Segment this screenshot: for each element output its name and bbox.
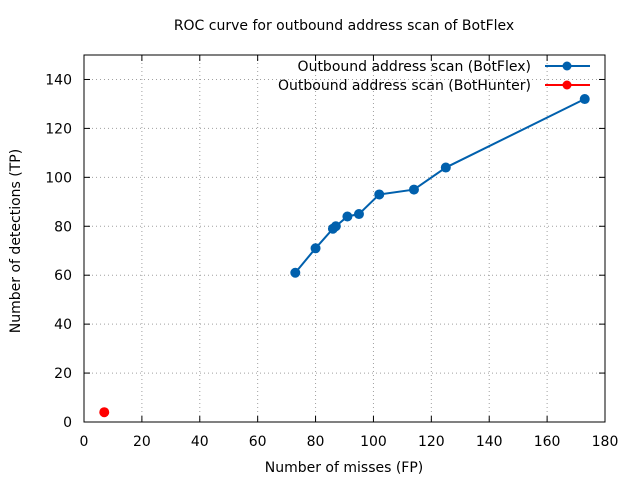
chart-title: ROC curve for outbound address scan of B… — [174, 18, 514, 34]
y-tick-label: 40 — [54, 317, 72, 333]
data-point — [290, 267, 301, 278]
y-tick-label: 140 — [45, 72, 72, 88]
data-point — [342, 211, 353, 222]
y-tick-label: 100 — [45, 170, 72, 186]
data-point — [374, 189, 385, 200]
x-tick-label: 20 — [133, 434, 151, 450]
y-tick-label: 60 — [54, 268, 72, 284]
series-0 — [290, 94, 590, 278]
x-tick-label: 40 — [191, 434, 209, 450]
x-tick-label: 140 — [476, 434, 503, 450]
y-axis-label: Number of detections (TP) — [8, 149, 24, 333]
data-point — [310, 243, 321, 254]
x-tick-label: 80 — [307, 434, 325, 450]
axis-ticks: 0 20 40 60 80 100 120 140 160 180 0 20 40 60 80 100 120 1… — [45, 55, 618, 450]
legend-label-botflex: Outbound address scan (BotFlex) — [298, 59, 531, 75]
x-tick-label: 0 — [80, 434, 89, 450]
data-point — [330, 221, 341, 232]
x-tick-label: 60 — [249, 434, 267, 450]
series-layer — [99, 94, 590, 418]
y-tick-label: 80 — [54, 219, 72, 235]
series-line — [294, 98, 586, 274]
grid-lines — [84, 55, 605, 422]
y-tick-label: 20 — [54, 366, 72, 382]
x-tick-label: 160 — [534, 434, 561, 450]
data-point — [408, 184, 419, 195]
legend-marker-botflex — [562, 61, 572, 71]
data-point — [353, 209, 364, 220]
legend-label-bothunter: Outbound address scan (BotHunter) — [278, 78, 531, 94]
data-point — [99, 407, 110, 418]
x-tick-label: 120 — [418, 434, 445, 450]
legend-marker-bothunter — [562, 80, 572, 90]
legend-entry-bothunter: Outbound address scan (BotHunter) — [278, 78, 590, 94]
x-tick-label: 100 — [360, 434, 387, 450]
data-point — [440, 162, 451, 173]
legend-entry-botflex: Outbound address scan (BotFlex) — [298, 59, 590, 75]
x-tick-label: 180 — [592, 434, 619, 450]
legend: Outbound address scan (BotFlex) Outbound… — [278, 59, 590, 94]
y-tick-label: 0 — [63, 415, 72, 431]
x-axis-label: Number of misses (FP) — [265, 460, 424, 476]
data-point — [579, 94, 590, 105]
y-tick-label: 120 — [45, 121, 72, 137]
series-1 — [99, 407, 110, 418]
plot-frame — [83, 54, 606, 423]
